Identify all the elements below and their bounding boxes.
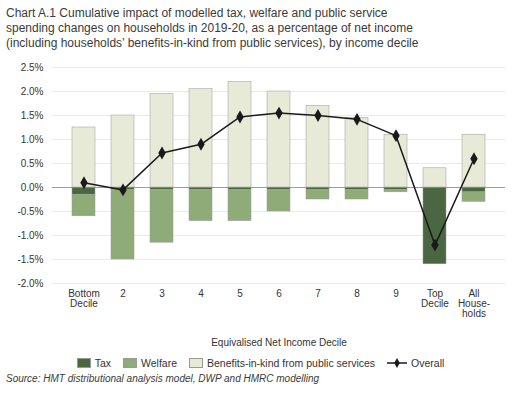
svg-text:1.0%: 1.0% (21, 134, 44, 145)
html-text:Tax: Tax (94, 357, 111, 369)
svg-text:Equivalised Net Income Decile: Equivalised Net Income Decile (211, 337, 347, 348)
svg-text:2: 2 (120, 288, 126, 299)
svg-text:TopDecile: TopDecile (421, 288, 449, 309)
svg-text:4: 4 (198, 288, 204, 299)
svg-text:7: 7 (315, 288, 321, 299)
html-text:Benefits-in-kind from public s: Benefits-in-kind from public services (207, 357, 376, 369)
svg-text:6: 6 (276, 288, 282, 299)
html-text:Source: HMT distributional ana: Source: HMT distributional analysis mode… (6, 373, 320, 384)
html-text:Overall: Overall (411, 357, 445, 369)
svg-text:0.0%: 0.0% (21, 182, 44, 193)
svg-text:BottomDecile: BottomDecile (68, 288, 100, 309)
svg-text:-2.0%: -2.0% (17, 278, 43, 289)
svg-text:AllHouse-holds: AllHouse-holds (458, 288, 490, 319)
svg-text:-1.0%: -1.0% (17, 230, 43, 241)
svg-text:8: 8 (354, 288, 360, 299)
html-text:Welfare: Welfare (141, 357, 177, 369)
svg-text:3: 3 (159, 288, 165, 299)
html-text:Chart A.1 Cumulative impact of: Chart A.1 Cumulative impact of modelled … (6, 6, 419, 50)
svg-text:2.5%: 2.5% (21, 62, 44, 73)
svg-text:1.5%: 1.5% (21, 110, 44, 121)
svg-text:-0.5%: -0.5% (17, 206, 43, 217)
svg-text:5: 5 (237, 288, 243, 299)
svg-text:2.0%: 2.0% (21, 86, 44, 97)
svg-text:9: 9 (393, 288, 399, 299)
svg-text:-1.5%: -1.5% (17, 254, 43, 265)
svg-text:0.5%: 0.5% (21, 158, 44, 169)
